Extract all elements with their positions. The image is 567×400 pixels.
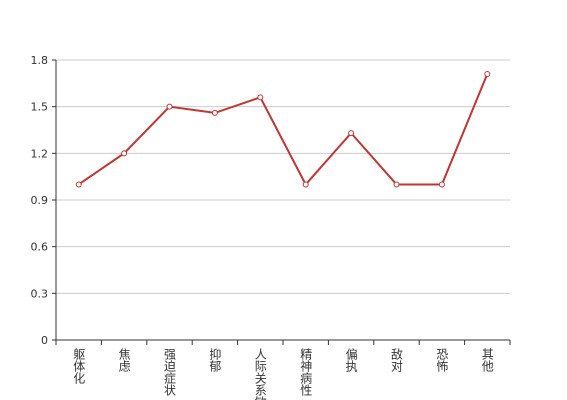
x-tick-label: 其他 <box>480 348 494 372</box>
point <box>75 181 82 188</box>
x-tick-label: 焦虑 <box>117 348 131 372</box>
x-tick-label: 恐怖 <box>435 348 449 372</box>
x-tick-label: 偏执 <box>344 347 358 373</box>
x-tick-label: 强迫症状 <box>163 348 177 396</box>
y-tick-label: 1.5 <box>31 101 49 114</box>
point <box>348 130 355 137</box>
point <box>166 103 173 110</box>
x-tick-label: 躯体化 <box>72 347 86 385</box>
point <box>438 181 445 188</box>
point <box>257 94 264 101</box>
y-tick-label: 1.8 <box>31 54 49 67</box>
y-tick-label: 0.6 <box>31 241 49 254</box>
x-tick-label: 敌对 <box>390 347 404 372</box>
x-tick-label: 抑郁 <box>208 347 222 373</box>
y-tick-label: 0.3 <box>31 287 49 300</box>
point <box>302 181 309 188</box>
point <box>121 150 128 157</box>
x-tick-label: 精神病性 <box>299 348 313 397</box>
point <box>484 71 491 77</box>
line <box>78 73 489 187</box>
y-tick-label: 0.9 <box>31 194 49 207</box>
y-tick-label: 1.2 <box>31 147 49 160</box>
point <box>393 181 400 188</box>
x-tick-label: 人际关系敏感 <box>253 348 267 400</box>
point <box>211 109 218 116</box>
y-tick-label: 0 <box>41 334 48 347</box>
